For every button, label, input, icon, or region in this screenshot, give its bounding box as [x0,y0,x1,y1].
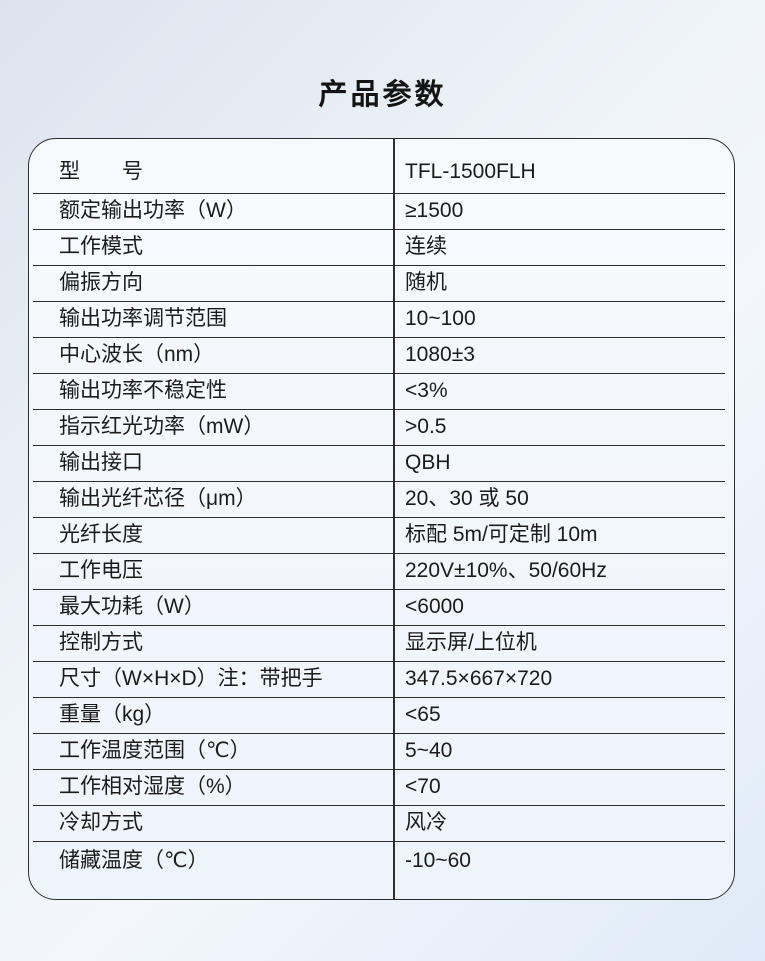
row-label: 指示红光功率（mW） [59,415,265,439]
row-label: 光纤长度 [59,523,143,547]
table-row: 重量（kg） <65 [29,697,734,734]
row-label: 输出功率不稳定性 [59,379,227,403]
table-row: 冷却方式 风冷 [29,805,734,842]
row-value: 10~100 [405,307,476,331]
row-label: 输出功率调节范围 [59,307,227,331]
row-label: 输出光纤芯径（μm） [59,487,257,511]
row-label: 输出接口 [59,451,143,475]
row-label: 尺寸（W×H×D）注：带把手 [59,667,323,691]
row-label: 中心波长（nm） [59,343,215,367]
row-value: 5~40 [405,739,453,763]
table-row: 工作温度范围（℃） 5~40 [29,733,734,770]
row-value: 风冷 [405,811,447,835]
table-row: 指示红光功率（mW） >0.5 [29,409,734,446]
row-value: <65 [405,703,441,727]
row-value: >0.5 [405,415,447,439]
row-value: 随机 [405,271,447,295]
row-label: 储藏温度（℃） [59,849,209,872]
row-label: 额定输出功率（W） [59,199,247,223]
row-value: 1080±3 [405,343,475,367]
table-row: 尺寸（W×H×D）注：带把手 347.5×667×720 [29,661,734,698]
row-label: 工作模式 [59,235,143,259]
row-value: 标配 5m/可定制 10m [405,523,598,547]
row-label: 最大功耗（W） [59,595,205,619]
row-value: <70 [405,775,441,799]
row-label: 型 号 [59,160,143,184]
row-value: QBH [405,451,451,475]
row-value: <3% [405,379,448,403]
column-divider [393,139,395,899]
row-value: -10~60 [405,849,471,872]
row-value: 20、30 或 50 [405,487,529,511]
row-value: ≥1500 [405,199,464,223]
table-row: 储藏温度（℃） -10~60 [29,841,734,901]
table-row: 工作模式 连续 [29,229,734,266]
table-row: 额定输出功率（W） ≥1500 [29,193,734,230]
row-label: 控制方式 [59,631,143,655]
table-row: 最大功耗（W） <6000 [29,589,734,626]
row-value: TFL-1500FLH [405,160,536,184]
table-body: 型 号 TFL-1500FLH 额定输出功率（W） ≥1500 工作模式 连续偏振方向 随机… [29,139,734,899]
table-row: 偏振方向 随机 [29,265,734,302]
row-label: 冷却方式 [59,811,143,835]
row-label: 工作电压 [59,559,143,583]
table-row: 输出功率调节范围 10~100 [29,301,734,338]
table-row: 输出接口 QBH [29,445,734,482]
row-value: 347.5×667×720 [405,667,553,691]
table-row: 中心波长（nm） 1080±3 [29,337,734,374]
row-value: 连续 [405,235,447,259]
table-row: 输出光纤芯径（μm） 20、30 或 50 [29,481,734,518]
table-row: 输出功率不稳定性 <3% [29,373,734,410]
table-row: 工作电压 220V±10%、50/60Hz [29,553,734,590]
row-value: 显示屏/上位机 [405,631,537,655]
row-label: 工作温度范围（℃） [59,739,251,763]
table-row: 控制方式 显示屏/上位机 [29,625,734,662]
row-value: 220V±10%、50/60Hz [405,559,607,583]
row-value: <6000 [405,595,464,619]
table-row: 型 号 TFL-1500FLH [29,139,734,194]
row-label: 重量（kg） [59,703,166,727]
product-spec-table: 型 号 TFL-1500FLH 额定输出功率（W） ≥1500 工作模式 连续偏振方向 随机… [28,138,735,900]
page-title: 产品参数 [318,79,447,112]
row-label: 工作相对湿度（%） [59,775,246,799]
table-row: 工作相对湿度（%） <70 [29,769,734,806]
table-row: 光纤长度 标配 5m/可定制 10m [29,517,734,554]
row-label: 偏振方向 [59,271,143,295]
